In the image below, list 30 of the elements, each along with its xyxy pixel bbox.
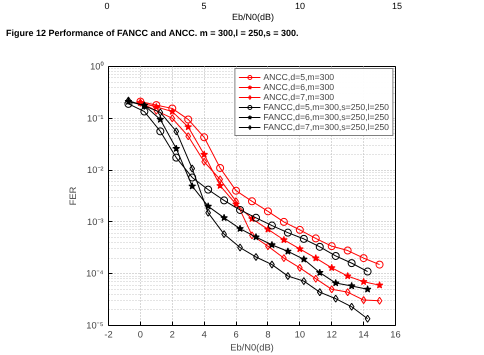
x-tick-label: 4	[202, 330, 207, 340]
x-tick-label: 14	[358, 330, 369, 340]
y-tick-label: 10⁻⁴	[86, 268, 104, 279]
x-tick-label: -2	[104, 330, 113, 340]
x-tick-label: 10	[294, 330, 306, 340]
x-tick-label: 0	[138, 330, 143, 340]
y-axis-title: FER	[68, 186, 78, 206]
legend-label: ANCC,d=6,m=300	[263, 82, 334, 92]
y-tick-label: 10⁻¹	[87, 113, 104, 124]
y-tick-label: 10⁻⁵	[86, 320, 104, 330]
legend-label: FANCC,d=5,m=300,s=250,l=250	[263, 102, 389, 112]
text: 0	[104, 1, 110, 11]
text: 10	[294, 1, 305, 11]
y-tick-label: 10⁰	[90, 62, 104, 72]
text: 15	[392, 1, 402, 11]
legend-label: ANCC,d=5,m=300	[263, 72, 334, 82]
text: Eb/N0(dB)	[232, 12, 274, 22]
x-tick-label: 8	[265, 330, 271, 340]
text: 5	[201, 1, 206, 11]
y-tick-label: 10⁻²	[87, 165, 104, 176]
x-tick-label: 12	[326, 330, 337, 340]
legend-label: FANCC,d=7,m=300,s=250,l=250	[263, 122, 389, 132]
x-axis-title: Eb/N0(dB)	[230, 342, 274, 352]
x-tick-label: 6	[233, 330, 239, 340]
legend-label: FANCC,d=6,m=300,s=250,l=250	[263, 112, 389, 122]
y-tick-label: 10⁻³	[87, 216, 104, 227]
legend-label: ANCC,d=7,m=300	[263, 92, 334, 102]
x-tick-label: 16	[390, 330, 401, 340]
caption: Figure 12 Performance of FANCC and ANCC. m = 300,l = 250,s = 300.	[6, 28, 299, 38]
x-tick-label: 2	[170, 330, 175, 340]
